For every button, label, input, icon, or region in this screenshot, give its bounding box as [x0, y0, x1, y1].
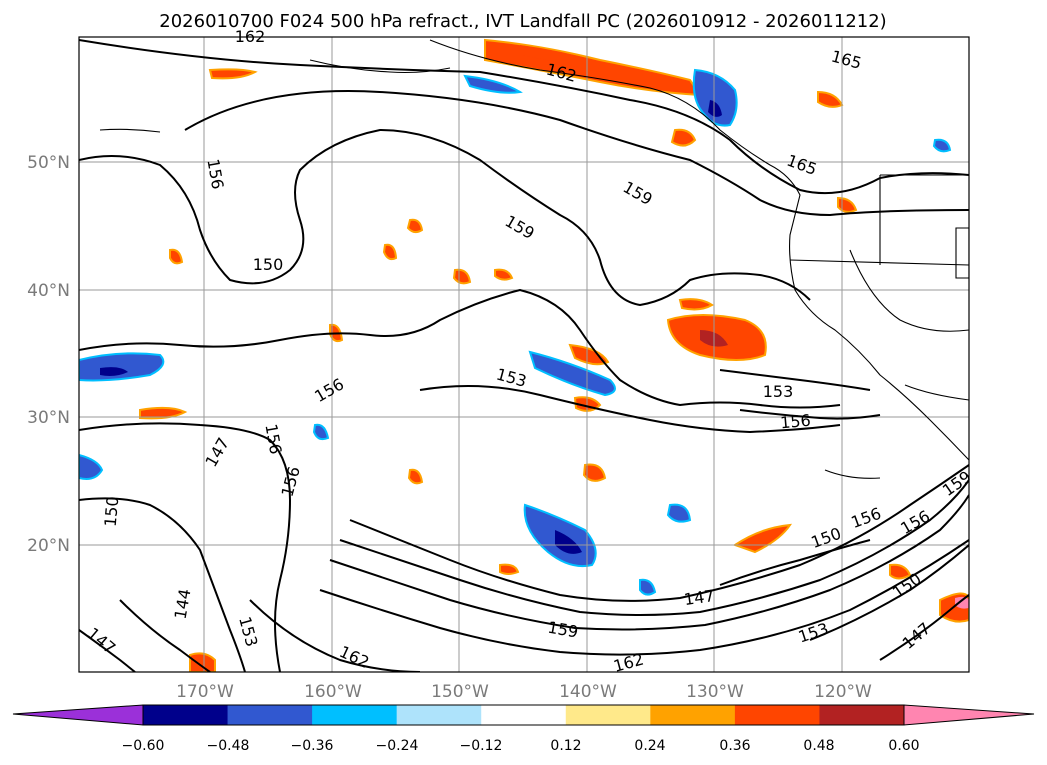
colorbar-ticks: −0.60 −0.48 −0.36 −0.24 −0.12 0.12 0.24 … [122, 738, 920, 754]
colorbar-high-extend [903, 704, 1035, 726]
colorbar-tick-label: −0.24 [376, 738, 419, 754]
height-contours [79, 39, 969, 672]
lon-label: 160°W [304, 682, 362, 702]
contour-label: 147 [683, 586, 716, 609]
refractivity-shading [79, 38, 969, 672]
map-title: 2026010700 F024 500 hPa refract., IVT La… [159, 11, 886, 32]
lon-label: 120°W [814, 682, 872, 702]
colorbar-tick-label: −0.12 [460, 738, 503, 754]
graticule [79, 37, 969, 672]
lon-label: 140°W [559, 682, 617, 702]
contour-label: 162 [235, 27, 266, 46]
lat-label: 50°N [27, 153, 70, 173]
colorbar-tick-label: −0.60 [122, 738, 165, 754]
colorbar-tick-label: −0.48 [207, 738, 250, 754]
colorbar-low-extend [12, 704, 144, 726]
colorbar-tick-label: 0.24 [634, 738, 665, 754]
colorbar-tick-label: −0.36 [291, 738, 334, 754]
contour-label: 150 [101, 495, 123, 527]
lon-label: 130°W [686, 682, 744, 702]
colorbar-segment [734, 705, 820, 725]
latitude-labels: 50°N 40°N 30°N 20°N [27, 153, 70, 556]
map-panel: 162 162 165 165 156 159 159 153 153 156 … [27, 27, 975, 702]
colorbar-segment [143, 705, 229, 725]
colorbar-segment [396, 705, 482, 725]
colorbar-tick-label: 0.48 [803, 738, 834, 754]
colorbar-tick-label: 0.60 [888, 738, 919, 754]
colorbar-tick-label: 0.36 [719, 738, 750, 754]
lat-label: 30°N [27, 408, 70, 428]
lat-label: 40°N [27, 281, 70, 301]
colorbar-segment [312, 705, 398, 725]
colorbar-segments [143, 705, 905, 725]
longitude-labels: 170°W 160°W 150°W 140°W 130°W 120°W [176, 682, 872, 702]
colorbar-segment [650, 705, 736, 725]
contour-label: 153 [763, 382, 794, 401]
colorbar-frame [142, 704, 905, 726]
colorbar: −0.60 −0.48 −0.36 −0.24 −0.12 0.12 0.24 … [12, 704, 1035, 754]
contour-label: 156 [779, 411, 811, 433]
colorbar-segment [481, 705, 567, 725]
colorbar-segment [819, 705, 905, 725]
lat-label: 20°N [27, 536, 70, 556]
lon-label: 150°W [431, 682, 489, 702]
colorbar-segment [565, 705, 651, 725]
colorbar-tick-label: 0.12 [550, 738, 581, 754]
lon-label: 170°W [176, 682, 234, 702]
contour-label: 150 [253, 255, 284, 274]
colorbar-segment [227, 705, 313, 725]
